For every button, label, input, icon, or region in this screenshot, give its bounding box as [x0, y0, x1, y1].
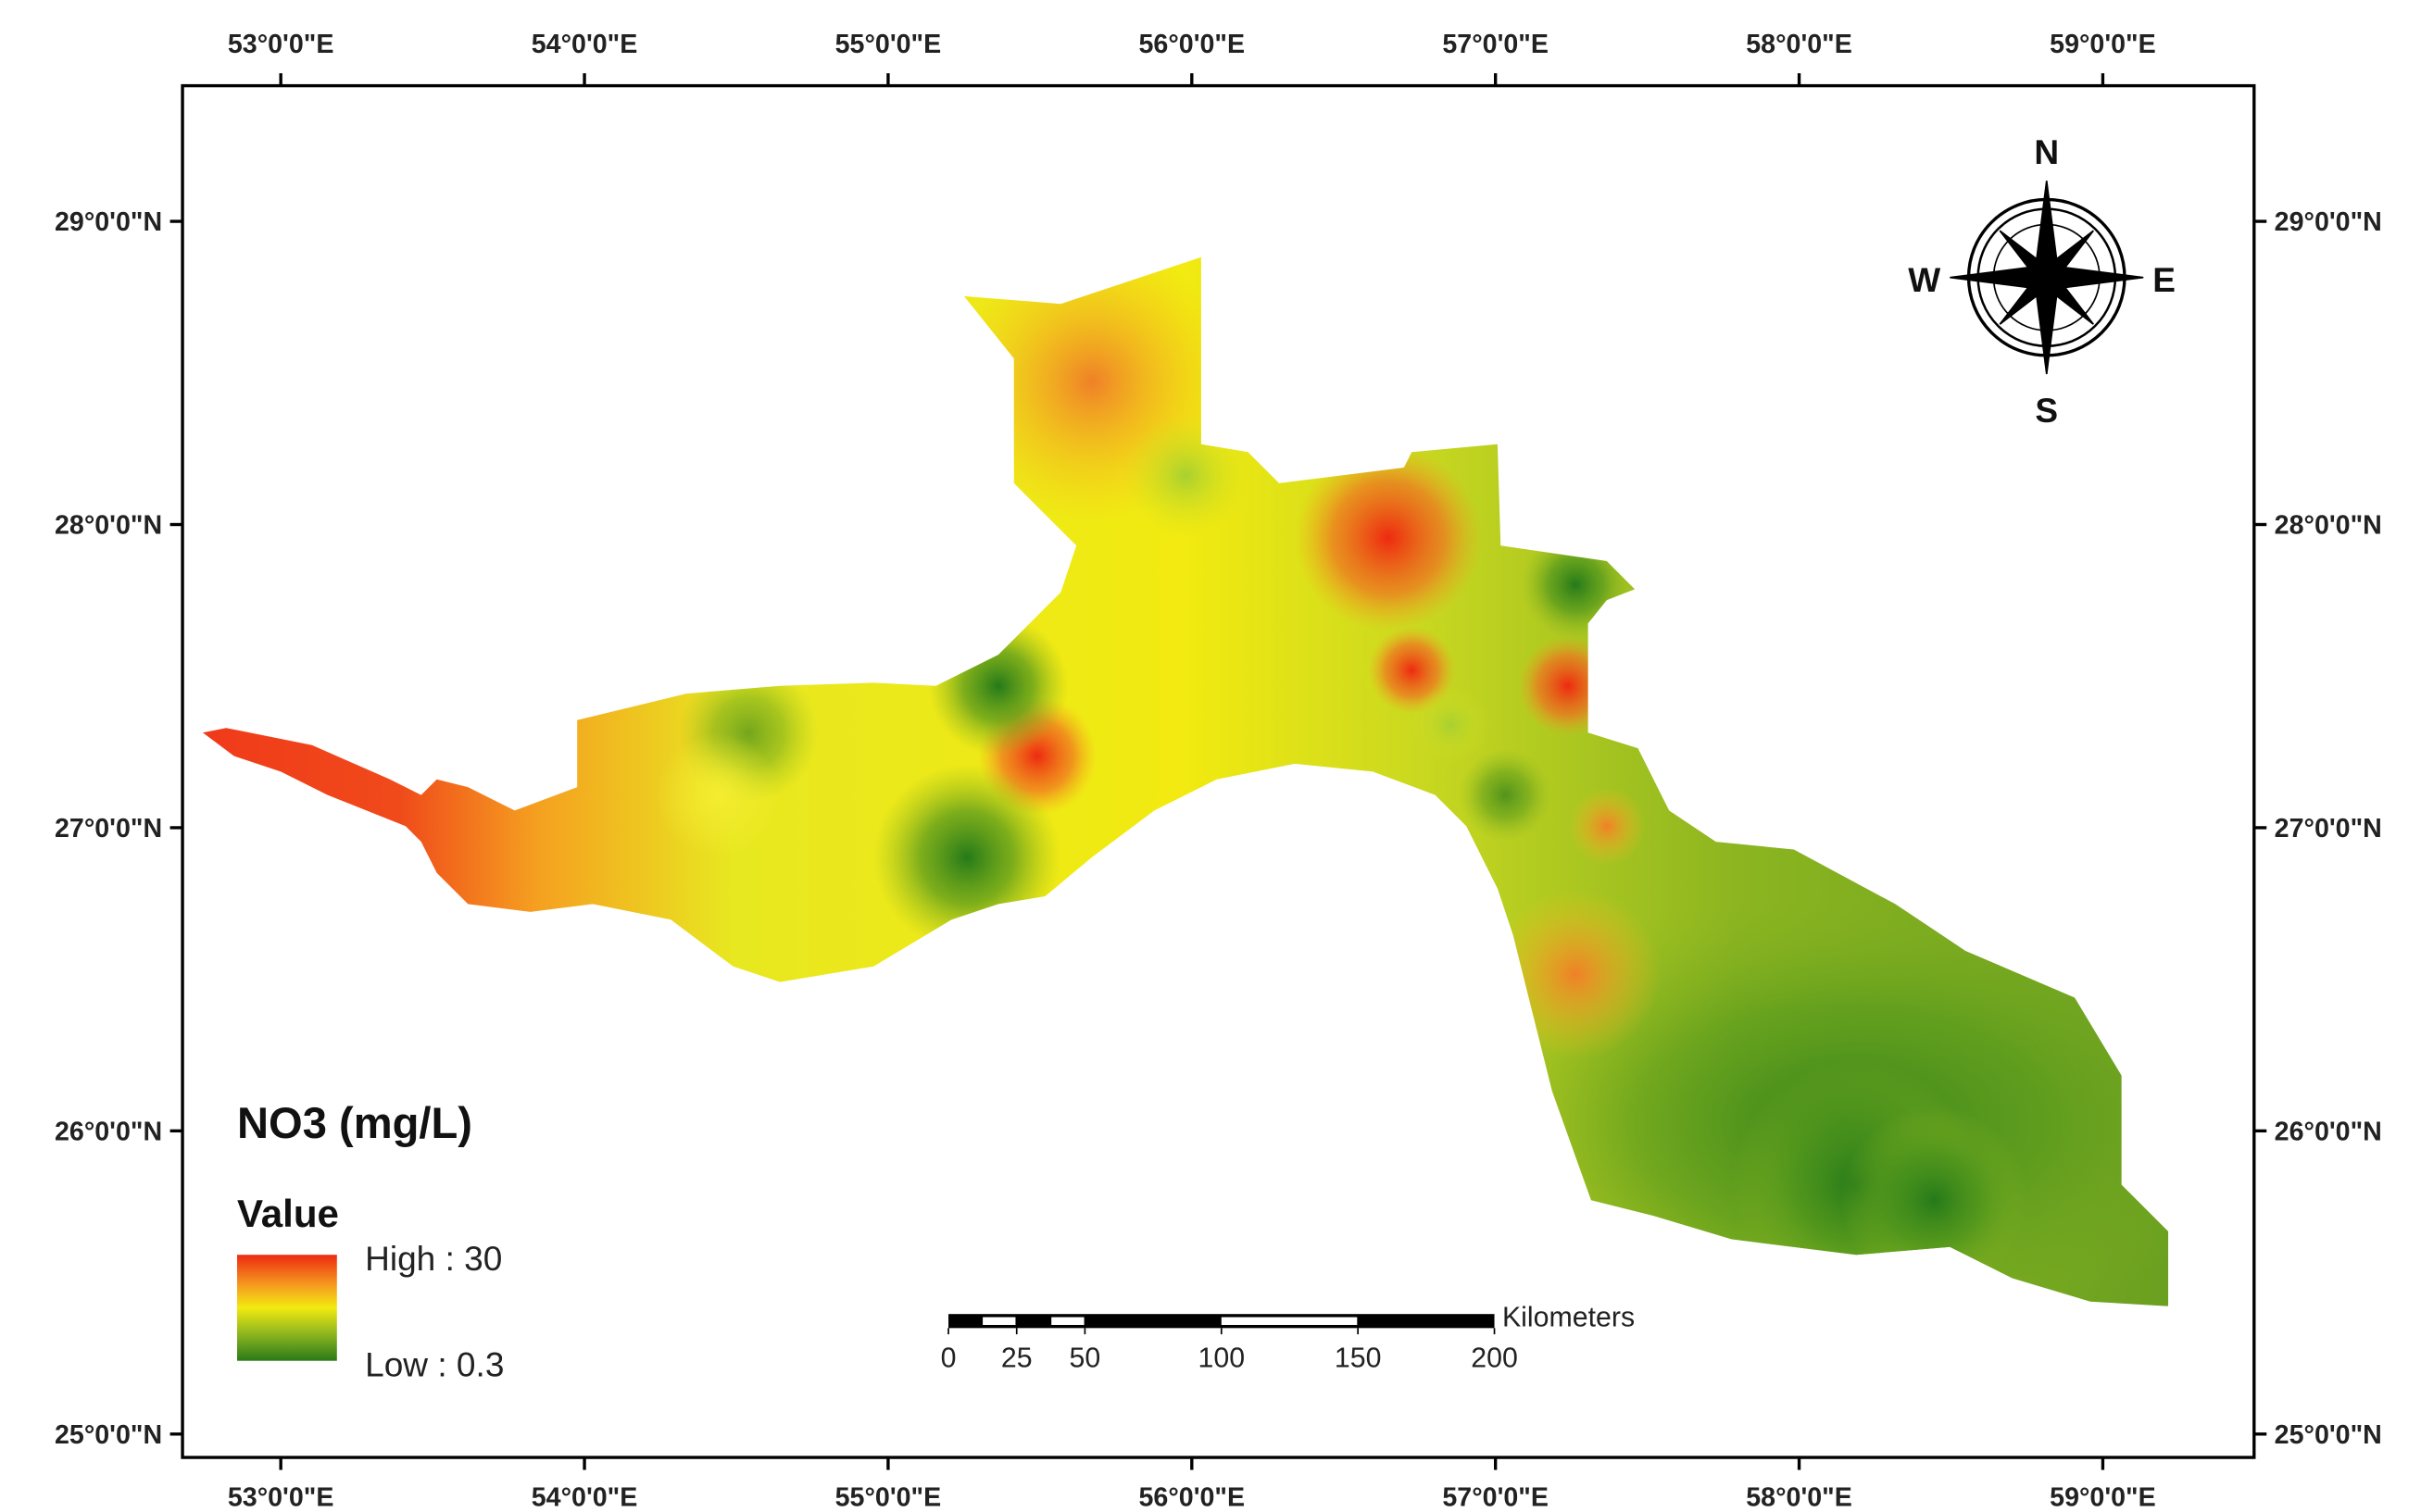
lon-label-bottom: 59°0'0"E: [2050, 1482, 2156, 1512]
lon-label-bottom: 56°0'0"E: [1139, 1482, 1246, 1512]
lon-label-bottom: 58°0'0"E: [1746, 1482, 1852, 1512]
legend-title: NO3 (mg/L): [237, 1098, 472, 1147]
compass-s: S: [2035, 391, 2058, 430]
lon-label-top: 59°0'0"E: [2050, 30, 2156, 59]
legend-ramp: [237, 1255, 337, 1361]
legend-high: High : 30: [365, 1239, 502, 1278]
legend-low: Low : 0.3: [365, 1345, 504, 1384]
lat-label-right: 29°0'0"N: [2275, 207, 2382, 237]
legend: NO3 (mg/L) Value High : 30 Low : 0.3: [237, 1098, 504, 1384]
legend-subtitle: Value: [237, 1192, 339, 1235]
lat-label-right: 25°0'0"N: [2275, 1420, 2382, 1450]
lon-label-top: 56°0'0"E: [1139, 30, 1246, 59]
lon-label-top: 55°0'0"E: [835, 30, 942, 59]
north-arrow: N S E W: [1908, 132, 2176, 430]
lon-label-top: 53°0'0"E: [228, 30, 334, 59]
scale-label: 25: [1001, 1343, 1033, 1373]
compass-w: W: [1908, 260, 1940, 299]
lat-label-right: 28°0'0"N: [2275, 511, 2382, 541]
lat-label-right: 27°0'0"N: [2275, 814, 2382, 843]
lon-label-top: 58°0'0"E: [1746, 30, 1852, 59]
scale-bar: Kilometers: [948, 1303, 1635, 1333]
lon-label-top: 54°0'0"E: [532, 30, 638, 59]
scale-label: 50: [1070, 1343, 1101, 1373]
lon-label-bottom: 55°0'0"E: [835, 1482, 942, 1512]
scale-label: 200: [1471, 1343, 1518, 1373]
lat-label-right: 26°0'0"N: [2275, 1117, 2382, 1146]
lat-label-left: 27°0'0"N: [55, 814, 162, 843]
lon-label-bottom: 53°0'0"E: [228, 1482, 334, 1512]
scale-label: 150: [1335, 1343, 1382, 1373]
scale-label: 0: [941, 1343, 957, 1373]
scale-label: 100: [1198, 1343, 1246, 1373]
lat-label-left: 25°0'0"N: [55, 1420, 162, 1450]
lon-label-bottom: 57°0'0"E: [1442, 1482, 1549, 1512]
lat-label-left: 26°0'0"N: [55, 1117, 162, 1146]
lat-label-left: 28°0'0"N: [55, 511, 162, 541]
compass-e: E: [2152, 260, 2176, 299]
scale-unit: Kilometers: [1502, 1303, 1635, 1333]
compass-n: N: [2034, 132, 2059, 171]
lon-label-top: 57°0'0"E: [1442, 30, 1549, 59]
lat-label-left: 29°0'0"N: [55, 207, 162, 237]
lon-label-bottom: 54°0'0"E: [532, 1482, 638, 1512]
